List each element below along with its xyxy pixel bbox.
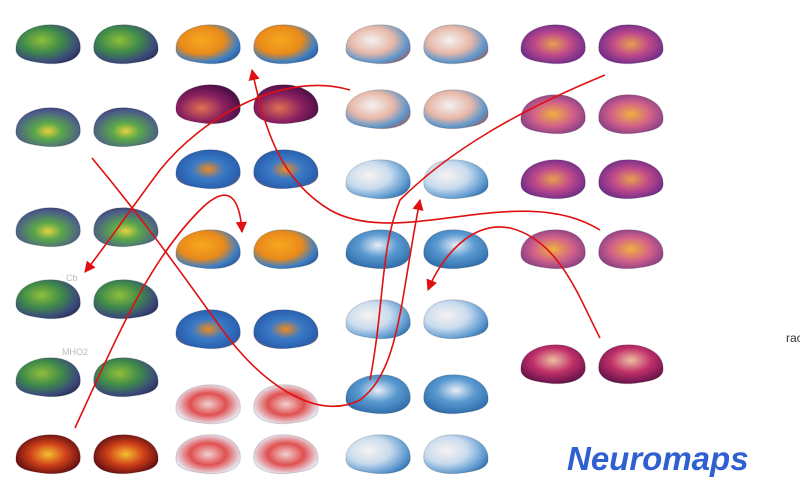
brain <box>93 357 159 398</box>
brain <box>423 24 489 65</box>
brain <box>253 309 319 350</box>
brain <box>423 434 489 475</box>
brain <box>423 299 489 340</box>
brain <box>423 89 489 130</box>
brain <box>15 279 81 320</box>
brain <box>15 107 81 148</box>
arrow <box>369 74 606 381</box>
brain <box>253 384 319 425</box>
brain <box>175 24 241 65</box>
map-label: MHO2 <box>62 347 88 357</box>
brain <box>598 24 664 65</box>
brain <box>253 149 319 190</box>
brain <box>423 374 489 415</box>
brain <box>15 434 81 475</box>
brain <box>598 229 664 270</box>
brain <box>598 94 664 135</box>
title: Neuromaps <box>567 440 749 477</box>
brain <box>253 229 319 270</box>
edge-text: rac <box>786 331 800 345</box>
arrow <box>426 226 601 339</box>
brain <box>345 434 411 475</box>
brain <box>175 434 241 475</box>
arrows <box>74 68 606 429</box>
brain <box>253 24 319 65</box>
brain <box>520 344 586 385</box>
arrow <box>91 157 424 408</box>
brain <box>520 229 586 270</box>
brain <box>520 24 586 65</box>
brain <box>175 229 241 270</box>
arrow <box>84 84 351 273</box>
brain <box>175 84 241 125</box>
arrow <box>74 194 247 429</box>
arrow <box>248 68 601 231</box>
brain <box>175 309 241 350</box>
brain <box>175 149 241 190</box>
brain <box>423 229 489 270</box>
brain <box>345 374 411 415</box>
brain <box>93 434 159 475</box>
brain <box>93 207 159 248</box>
brain <box>423 159 489 200</box>
map-label: Cb <box>66 273 78 283</box>
brain <box>15 357 81 398</box>
brain <box>598 159 664 200</box>
brain <box>345 89 411 130</box>
brain <box>93 24 159 65</box>
brain <box>93 279 159 320</box>
brain <box>93 107 159 148</box>
brain <box>253 434 319 475</box>
brain <box>520 94 586 135</box>
brain <box>520 159 586 200</box>
brain <box>598 344 664 385</box>
brain <box>15 24 81 65</box>
brain <box>253 84 319 125</box>
brain <box>15 207 81 248</box>
brain <box>175 384 241 425</box>
brain <box>345 24 411 65</box>
brain <box>345 159 411 200</box>
brain <box>345 229 411 270</box>
